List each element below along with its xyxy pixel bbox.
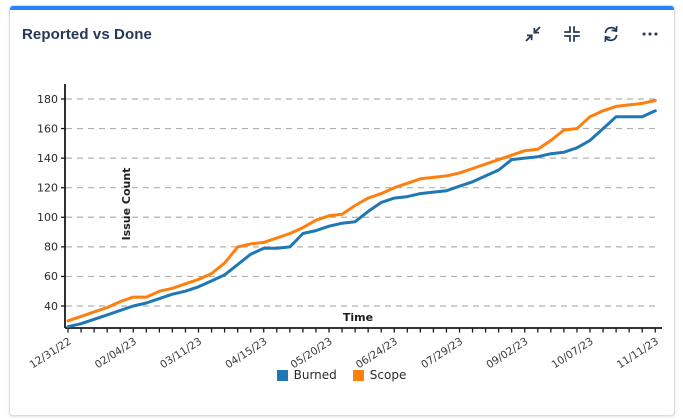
gadget-card [9,5,675,416]
more-button[interactable] [637,21,663,47]
refresh-icon [604,26,618,42]
legend-swatch-scope [352,369,364,381]
legend-label-burned: Burned [293,368,337,382]
card-header: Reported vs Done [9,5,673,47]
chart-title: Reported vs Done [22,25,152,43]
legend-label-scope: Scope [369,368,407,382]
legend-swatch-burned [276,369,288,381]
gadget-toolbar [520,21,663,47]
card-accent-bar [10,6,674,10]
legend-item-scope: Scope [352,368,407,382]
fit-screen-button[interactable] [559,21,585,47]
legend-item-burned: Burned [276,368,337,382]
fit-screen-icon [564,26,580,42]
more-icon [642,32,658,36]
collapse-button[interactable] [520,21,546,47]
refresh-button[interactable] [598,21,624,47]
chart-legend: Burned Scope [0,368,683,382]
collapse-icon [525,26,541,42]
